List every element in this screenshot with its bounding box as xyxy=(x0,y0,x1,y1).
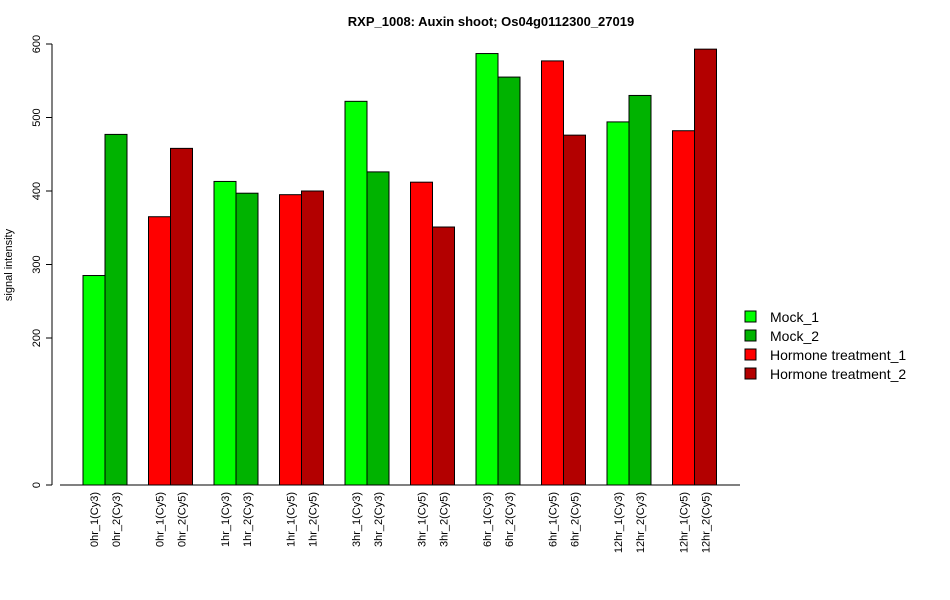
bar xyxy=(563,134,586,486)
bar xyxy=(279,194,302,486)
chart-title: RXP_1008: Auxin shoot; Os04g0112300_2701… xyxy=(348,14,634,29)
legend-swatch xyxy=(744,329,757,342)
bar xyxy=(694,48,717,486)
bar xyxy=(148,216,171,486)
bar xyxy=(432,226,455,486)
legend-swatch xyxy=(744,367,757,380)
x-tick-label: 1hr_2(Cy3) xyxy=(242,492,254,547)
x-tick-label: 0hr_1(Cy5) xyxy=(155,492,167,547)
bar xyxy=(366,171,390,486)
y-tick-label: 300 xyxy=(31,255,43,273)
y-tick-label: 0 xyxy=(31,482,43,488)
bar xyxy=(170,147,193,486)
legend-label: Mock_2 xyxy=(770,328,819,344)
x-tick-label: 12hr_2(Cy5) xyxy=(701,492,713,553)
x-tick-label: 6hr_1(Cy3) xyxy=(482,492,494,547)
x-tick-label: 1hr_1(Cy5) xyxy=(286,492,298,547)
x-tick-label: 3hr_1(Cy5) xyxy=(417,492,429,547)
x-tick-label: 0hr_2(Cy5) xyxy=(177,492,189,547)
x-tick-label: 3hr_2(Cy5) xyxy=(439,492,451,547)
x-tick-label: 12hr_1(Cy5) xyxy=(679,492,691,553)
bar xyxy=(213,180,237,486)
bar xyxy=(475,53,499,486)
x-tick-label: 6hr_1(Cy5) xyxy=(548,492,560,547)
bar xyxy=(541,60,564,486)
bar xyxy=(672,130,695,486)
y-tick-label: 400 xyxy=(31,182,43,200)
legend-swatch xyxy=(744,348,757,361)
y-tick-label: 600 xyxy=(31,35,43,53)
bars-group xyxy=(82,48,717,486)
y-tick-label: 500 xyxy=(31,108,43,126)
bar xyxy=(235,192,259,486)
bar xyxy=(301,190,324,486)
x-tick-label: 0hr_1(Cy3) xyxy=(89,492,101,547)
y-axis-title: signal intensity xyxy=(3,228,15,301)
bar xyxy=(104,133,128,486)
y-axis: 0 200 300 400 500 600 xyxy=(31,35,53,488)
y-tick-label: 200 xyxy=(31,329,43,347)
legend: Mock_1 Mock_2 Hormone treatment_1 Hormone t… xyxy=(744,309,906,382)
bar xyxy=(82,275,106,486)
x-tick-label: 1hr_2(Cy5) xyxy=(308,492,320,547)
bar xyxy=(410,181,433,486)
x-tick-label: 0hr_2(Cy3) xyxy=(111,492,123,547)
x-tick-label: 3hr_1(Cy3) xyxy=(351,492,363,547)
bar xyxy=(606,121,630,486)
x-tick-label: 12hr_1(Cy3) xyxy=(613,492,625,553)
bar xyxy=(628,94,652,486)
x-tick-label: 6hr_2(Cy3) xyxy=(504,492,516,547)
x-tick-label: 6hr_2(Cy5) xyxy=(570,492,582,547)
legend-label: Hormone treatment_1 xyxy=(770,347,906,363)
x-tick-label: 3hr_2(Cy3) xyxy=(373,492,385,547)
x-tick-labels: 0hr_1(Cy3) 0hr_2(Cy3) 0hr_1(Cy5) 0hr_2(Cy5)… xyxy=(89,492,713,553)
legend-label: Mock_1 xyxy=(770,309,819,325)
bar xyxy=(497,76,521,486)
bar xyxy=(344,100,368,486)
x-tick-label: 1hr_1(Cy3) xyxy=(220,492,232,547)
legend-label: Hormone treatment_2 xyxy=(770,366,906,382)
x-tick-label: 12hr_2(Cy3) xyxy=(635,492,647,553)
legend-swatch xyxy=(744,310,757,323)
